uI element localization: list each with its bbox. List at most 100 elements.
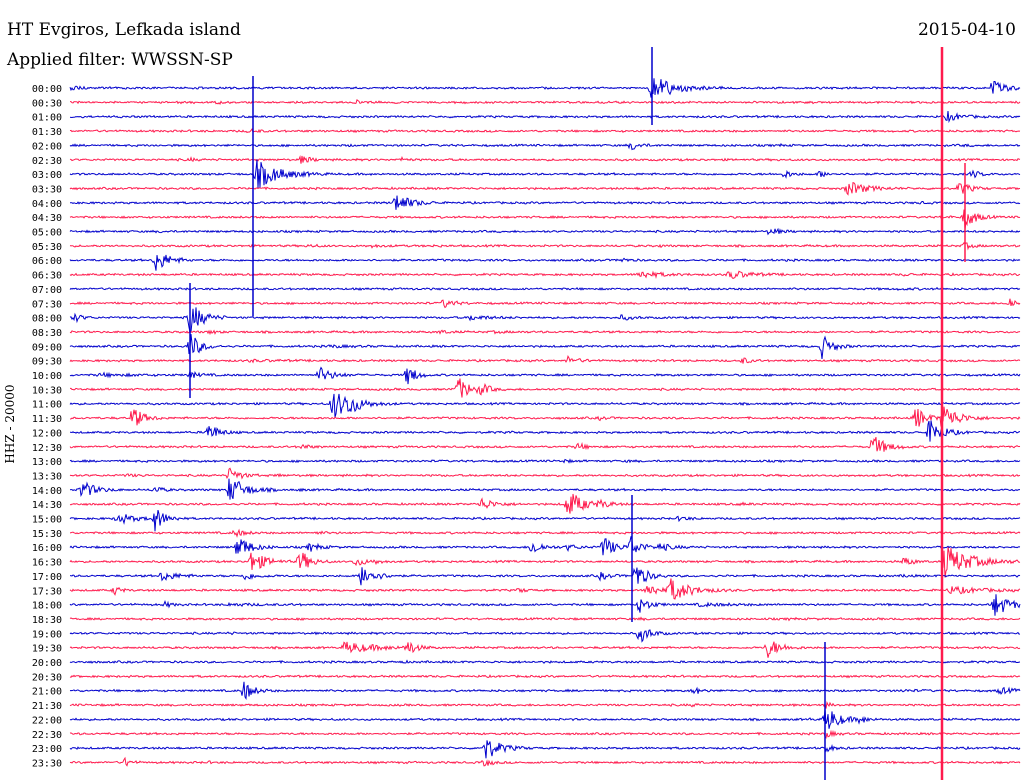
date-label: 2015-04-10 xyxy=(917,20,1016,40)
trace-line xyxy=(70,195,1021,210)
trace-line xyxy=(69,334,1020,359)
time-label: 19:00 xyxy=(32,629,62,640)
trace-line xyxy=(69,142,1021,151)
time-label: 04:30 xyxy=(32,213,62,224)
trace-line xyxy=(69,227,1021,236)
time-label: 13:00 xyxy=(32,457,62,468)
trace-line xyxy=(69,493,1021,514)
time-label: 16:30 xyxy=(32,558,62,569)
time-label: 16:00 xyxy=(32,543,62,554)
time-label: 02:00 xyxy=(32,141,62,152)
trace-line xyxy=(69,740,1021,759)
time-label: 01:00 xyxy=(32,113,62,124)
time-label: 20:30 xyxy=(32,672,62,683)
trace-line xyxy=(69,298,1021,309)
trace-line xyxy=(69,708,1021,729)
time-label: 03:00 xyxy=(32,170,62,181)
trace-line xyxy=(69,567,1021,586)
trace-line xyxy=(69,536,1021,556)
trace-line xyxy=(69,307,1021,334)
trace-line xyxy=(69,159,1021,189)
trace-line xyxy=(69,393,1021,418)
trace-line xyxy=(69,286,1021,292)
station-title: HT Evgiros, Lefkada island xyxy=(7,20,241,40)
time-label: 05:30 xyxy=(32,242,62,253)
trace-line xyxy=(69,270,1021,279)
time-label: 13:30 xyxy=(32,471,62,482)
time-label: 07:30 xyxy=(32,299,62,310)
trace-line xyxy=(69,209,1021,230)
time-label: 22:30 xyxy=(32,730,62,741)
trace-line xyxy=(69,681,1021,700)
time-label: 14:30 xyxy=(32,500,62,511)
time-label: 14:00 xyxy=(32,486,62,497)
trace-line xyxy=(69,729,1021,739)
trace-line xyxy=(69,547,1021,578)
time-label: 08:30 xyxy=(32,328,62,339)
trace-line xyxy=(69,756,1021,767)
trace-line xyxy=(69,355,1021,364)
trace-line xyxy=(69,641,1021,658)
time-label: 03:30 xyxy=(32,184,62,195)
trace-line xyxy=(69,458,1021,464)
time-label: 23:30 xyxy=(32,758,62,769)
time-label: 17:30 xyxy=(32,586,62,597)
time-label: 21:00 xyxy=(32,687,62,698)
time-label: 23:00 xyxy=(32,744,62,755)
time-label: 17:00 xyxy=(32,572,62,583)
trace-line xyxy=(69,578,1021,600)
trace-line xyxy=(70,420,1021,442)
time-label: 20:00 xyxy=(32,658,62,669)
trace-line xyxy=(69,478,1020,500)
trace-line xyxy=(69,128,1021,134)
filter-label: Applied filter: WWSSN-SP xyxy=(7,50,233,70)
time-label: 06:00 xyxy=(32,256,62,267)
time-label: 11:00 xyxy=(32,400,62,411)
trace-line xyxy=(69,629,1021,643)
trace-line xyxy=(69,155,1021,164)
trace-line xyxy=(70,98,1021,105)
trace-line xyxy=(69,78,1021,98)
time-label: 19:30 xyxy=(32,644,62,655)
trace-line xyxy=(69,437,1021,452)
trace-line xyxy=(70,378,1020,398)
trace-line xyxy=(69,181,1021,196)
time-label: 10:30 xyxy=(32,385,62,396)
trace-line xyxy=(69,467,1021,480)
trace-line xyxy=(69,110,1021,124)
time-label: 11:30 xyxy=(32,414,62,425)
trace-line xyxy=(69,406,1021,427)
time-label: 21:30 xyxy=(32,701,62,712)
time-label: 15:30 xyxy=(32,529,62,540)
trace-line xyxy=(69,509,1021,532)
time-label: 15:00 xyxy=(32,515,62,526)
channel-label: HHZ - 20000 xyxy=(3,384,17,463)
time-label-group: 00:00 00:30 01:00 01:30 02:00 02:30 03:00 03:30… xyxy=(32,84,62,769)
trace-line xyxy=(69,242,1021,251)
time-label: 07:00 xyxy=(32,285,62,296)
trace-line xyxy=(69,366,1021,385)
time-label: 18:30 xyxy=(32,615,62,626)
time-label: 09:00 xyxy=(32,342,62,353)
trace-line xyxy=(69,254,1021,271)
time-label: 06:30 xyxy=(32,271,62,282)
time-label: 05:00 xyxy=(32,228,62,239)
time-label: 12:30 xyxy=(32,443,62,454)
trace-line xyxy=(69,329,1021,336)
time-label: 08:00 xyxy=(32,314,62,325)
time-label: 09:30 xyxy=(32,357,62,368)
trace-line xyxy=(69,594,1021,616)
time-label: 00:00 xyxy=(32,84,62,95)
trace-group xyxy=(69,47,1021,780)
trace-line xyxy=(69,528,1021,538)
trace-line xyxy=(69,700,1021,709)
time-label: 18:00 xyxy=(32,601,62,612)
trace-line xyxy=(69,616,1021,622)
time-label: 22:00 xyxy=(32,715,62,726)
time-label: 04:00 xyxy=(32,199,62,210)
time-label: 01:30 xyxy=(32,127,62,138)
time-label: 00:30 xyxy=(32,98,62,109)
trace-line xyxy=(69,659,1021,665)
trace-line xyxy=(69,674,1021,679)
